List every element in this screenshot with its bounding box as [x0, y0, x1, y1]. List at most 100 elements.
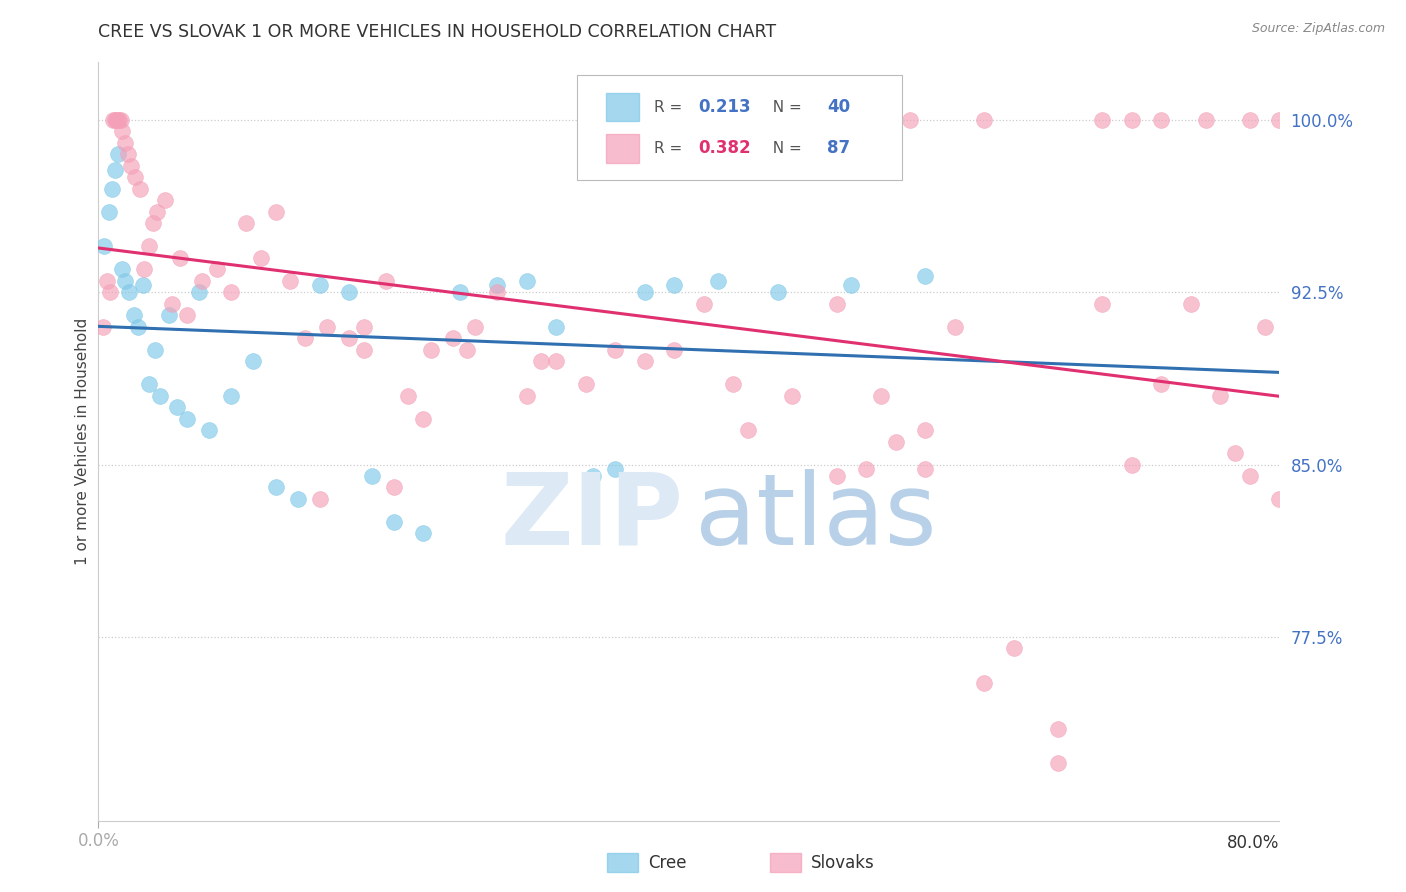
Point — [339, 285, 361, 300]
Point — [111, 262, 134, 277]
Point — [825, 469, 848, 483]
Point — [782, 388, 804, 402]
Point — [153, 194, 176, 208]
Point — [884, 434, 907, 449]
Point — [1150, 112, 1173, 127]
Point — [108, 112, 131, 127]
Point — [176, 308, 198, 322]
Point — [1121, 112, 1143, 127]
Point — [191, 274, 214, 288]
Point — [114, 136, 136, 150]
Point — [375, 274, 398, 288]
Point — [973, 675, 995, 690]
Y-axis label: 1 or more Vehicles in Household: 1 or more Vehicles in Household — [75, 318, 90, 566]
Point — [309, 278, 332, 293]
Point — [149, 388, 172, 402]
Point — [110, 112, 132, 127]
Point — [914, 462, 936, 476]
Point — [1002, 641, 1025, 656]
Point — [146, 204, 169, 219]
Point — [723, 377, 745, 392]
Point — [900, 112, 922, 127]
Point — [605, 462, 627, 476]
Point — [530, 354, 553, 368]
Point — [1254, 319, 1277, 334]
Point — [166, 400, 188, 414]
Point — [1195, 112, 1218, 127]
Text: 80.0%: 80.0% — [1227, 834, 1279, 852]
Point — [111, 124, 134, 138]
Text: atlas: atlas — [695, 469, 936, 566]
Point — [914, 423, 936, 437]
Point — [766, 285, 789, 300]
Point — [118, 285, 141, 300]
Text: 87: 87 — [827, 139, 851, 157]
Point — [973, 112, 995, 127]
Text: N =: N = — [763, 141, 807, 156]
Point — [1047, 756, 1070, 771]
Point — [546, 319, 568, 334]
Point — [122, 308, 145, 322]
Point — [127, 319, 149, 334]
Point — [707, 274, 730, 288]
Point — [449, 285, 471, 300]
Text: CREE VS SLOVAK 1 OR MORE VEHICLES IN HOUSEHOLD CORRELATION CHART: CREE VS SLOVAK 1 OR MORE VEHICLES IN HOU… — [98, 23, 776, 41]
Point — [242, 354, 264, 368]
Point — [120, 159, 142, 173]
Point — [516, 274, 538, 288]
Text: Source: ZipAtlas.com: Source: ZipAtlas.com — [1251, 22, 1385, 36]
Point — [169, 251, 191, 265]
Point — [97, 204, 120, 219]
Point — [382, 481, 405, 495]
Point — [382, 515, 405, 529]
Point — [176, 411, 198, 425]
Point — [316, 319, 339, 334]
Point — [841, 278, 863, 293]
Point — [634, 285, 657, 300]
Point — [1121, 458, 1143, 472]
Point — [398, 388, 420, 402]
Point — [353, 343, 375, 357]
Point — [1268, 112, 1291, 127]
Point — [825, 112, 848, 127]
Point — [1047, 722, 1070, 736]
Point — [142, 216, 165, 230]
Point — [412, 411, 434, 425]
Text: 0.382: 0.382 — [699, 139, 751, 157]
Point — [124, 170, 146, 185]
Bar — [606, 93, 640, 121]
Point — [264, 204, 287, 219]
Point — [353, 319, 375, 334]
Point — [107, 147, 129, 161]
Bar — [606, 134, 640, 162]
Text: ZIP: ZIP — [501, 469, 683, 566]
Point — [464, 319, 486, 334]
Point — [605, 343, 627, 357]
Point — [1239, 469, 1261, 483]
Point — [114, 274, 136, 288]
Point — [1239, 112, 1261, 127]
Point — [117, 147, 139, 161]
FancyBboxPatch shape — [576, 75, 901, 180]
Point — [825, 296, 848, 310]
Point — [1091, 112, 1114, 127]
Point — [264, 481, 287, 495]
Point — [486, 278, 509, 293]
Point — [105, 112, 128, 127]
Text: Cree: Cree — [648, 854, 686, 871]
Point — [198, 423, 221, 437]
Point — [546, 354, 568, 368]
Point — [1091, 296, 1114, 310]
Point — [132, 278, 155, 293]
Point — [162, 296, 183, 310]
Point — [103, 112, 125, 127]
Point — [91, 319, 114, 334]
Point — [457, 343, 479, 357]
Point — [441, 331, 464, 345]
Point — [634, 354, 657, 368]
Point — [339, 331, 361, 345]
Point — [100, 182, 122, 196]
Point — [138, 239, 160, 253]
Point — [280, 274, 302, 288]
Point — [96, 274, 118, 288]
